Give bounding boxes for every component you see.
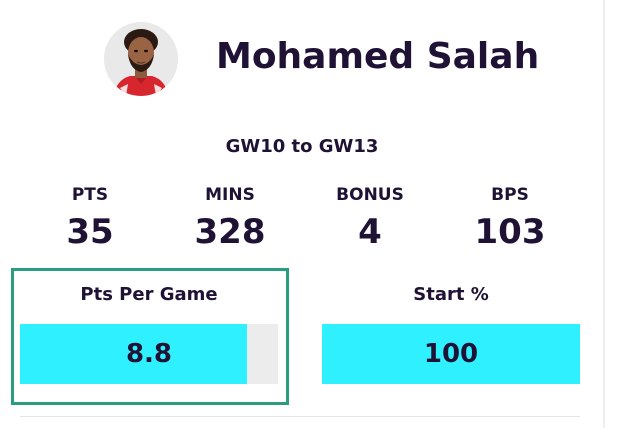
pts-per-game-title: Pts Per Game bbox=[80, 284, 218, 305]
stat-value: 103 bbox=[474, 212, 546, 252]
start-pct-title: Start % bbox=[413, 284, 489, 305]
stat-label: MINS bbox=[205, 185, 255, 205]
player-portrait-icon bbox=[104, 22, 178, 96]
stat-label: BONUS bbox=[336, 185, 404, 205]
highlight-box bbox=[11, 268, 289, 405]
start-pct-value: 100 bbox=[423, 339, 479, 369]
stat-bonus: BONUS 4 bbox=[300, 184, 440, 254]
section-divider bbox=[20, 416, 580, 417]
stat-mins: MINS 328 bbox=[160, 184, 300, 254]
stat-label: PTS bbox=[71, 185, 109, 205]
panel-divider bbox=[603, 0, 605, 428]
stat-label: BPS bbox=[491, 185, 529, 205]
stat-bps: BPS 103 bbox=[440, 184, 580, 254]
start-pct-bar-fill bbox=[322, 324, 580, 384]
gameweek-range: GW10 to GW13 bbox=[225, 136, 379, 157]
pts-per-game-value: 8.8 bbox=[125, 339, 173, 369]
pts-per-game-bar: 8.8 bbox=[20, 324, 278, 384]
start-pct-bar: 100 bbox=[322, 324, 580, 384]
stat-value: 328 bbox=[194, 212, 266, 252]
player-name: Mohamed Salah bbox=[216, 36, 540, 77]
stat-value: 4 bbox=[358, 212, 382, 252]
stat-value: 35 bbox=[66, 212, 114, 252]
stat-pts: PTS 35 bbox=[20, 184, 160, 254]
pts-per-game-bar-fill bbox=[20, 324, 248, 384]
